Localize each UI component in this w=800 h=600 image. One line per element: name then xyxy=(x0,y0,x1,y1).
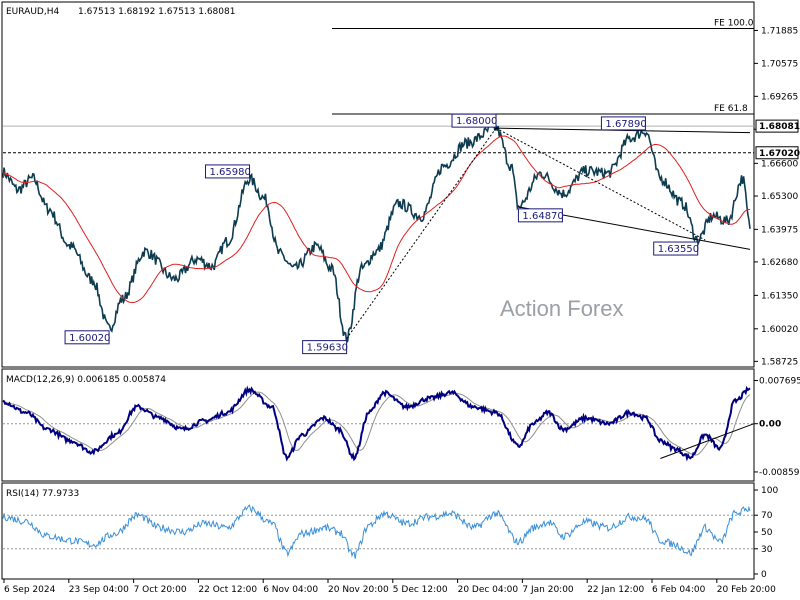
macd-signal-line xyxy=(2,391,751,456)
price-axis-label: 1.58725 xyxy=(761,357,798,367)
price-annotation: 1.63550 xyxy=(658,244,699,255)
price-annotation: 1.60020 xyxy=(69,333,110,344)
rsi-axis-label: 30 xyxy=(761,545,773,555)
series-layer xyxy=(2,121,755,559)
price-annotation: 1.68000 xyxy=(456,116,497,127)
price-annotation-box xyxy=(302,340,348,355)
time-axis-label: 5 Dec 12:00 xyxy=(393,585,448,595)
price-panel-frame xyxy=(1,1,755,368)
price-tag-box xyxy=(755,119,799,133)
price-annotation: 1.64870 xyxy=(522,211,563,222)
time-axis-label: 23 Sep 04:00 xyxy=(69,585,129,595)
header-symbol: EURAUD,H4 xyxy=(6,7,59,17)
price-annotation-box xyxy=(451,113,497,128)
price-annotation-box xyxy=(517,208,563,223)
price-annotation-box xyxy=(205,164,251,179)
rsi-panel-frame xyxy=(1,482,755,580)
price-annotation: 1.67890 xyxy=(605,119,646,130)
price-line xyxy=(2,121,751,345)
price-axis-label: 1.62680 xyxy=(761,258,798,268)
labels-layer: 1.718851.705751.692651.679551.666001.653… xyxy=(4,19,800,595)
rsi-line xyxy=(2,504,751,559)
header-ohlc: 1.67513 1.68192 1.67513 1.68081 xyxy=(78,7,235,17)
price-axis-label: 1.63975 xyxy=(761,225,798,235)
macd-title: MACD(12,26,9) 0.006185 0.005874 xyxy=(6,375,166,385)
rising-dotted-trendline xyxy=(346,127,497,339)
price-axis-label: 1.65300 xyxy=(761,192,798,202)
price-annotation-box xyxy=(64,330,110,345)
price-tag: 1.67020 xyxy=(759,149,800,159)
fibo-level-label: FE 100.0 xyxy=(714,19,754,29)
rsi-axis-label: 50 xyxy=(761,528,773,538)
rsi-title: RSI(14) 77.9733 xyxy=(6,489,79,499)
macd-axis-label: -0.008599 xyxy=(759,468,800,478)
watermark: Action Forex xyxy=(500,296,624,321)
time-axis-label: 22 Oct 12:00 xyxy=(198,585,257,595)
price-axis-label: 1.66600 xyxy=(761,159,798,169)
time-axis-label: 20 Dec 04:00 xyxy=(458,585,519,595)
price-axis-label: 1.60020 xyxy=(761,325,798,335)
time-axis-label: 6 Nov 04:00 xyxy=(263,585,318,595)
moving-average-line xyxy=(2,135,751,304)
macd-axis-label: 0.00 xyxy=(759,420,781,430)
rsi-axis-label: 0 xyxy=(761,570,767,580)
falling-dotted-trendline xyxy=(495,127,706,241)
price-tag-box xyxy=(755,146,799,160)
time-axis-label: 22 Jan 12:00 xyxy=(587,585,644,595)
macd-divergence-line xyxy=(660,423,755,459)
price-axis-label: 1.70575 xyxy=(761,59,798,69)
macd-panel-frame xyxy=(1,368,755,482)
grid-layer xyxy=(3,28,758,583)
time-axis-label: 6 Sep 2024 xyxy=(4,585,56,595)
price-annotation-box xyxy=(653,241,699,256)
rsi-axis-label: 100 xyxy=(761,486,778,496)
time-axis-label: 7 Oct 20:00 xyxy=(134,585,187,595)
time-axis-label: 20 Nov 20:00 xyxy=(328,585,389,595)
macd-axis-label: 0.007695 xyxy=(759,377,800,387)
price-tag: 1.68081 xyxy=(759,122,800,132)
rsi-axis-label: 70 xyxy=(761,511,773,521)
price-annotation-box xyxy=(600,116,646,131)
price-annotation: 1.65980 xyxy=(210,167,251,178)
price-annotation: 1.59630 xyxy=(307,343,348,354)
price-axis-label: 1.69265 xyxy=(761,92,798,102)
time-axis-label: 20 Feb 20:00 xyxy=(717,585,776,595)
fibo-level-label: FE 61.8 xyxy=(714,104,748,114)
price-axis-label: 1.71885 xyxy=(761,26,798,36)
macd-line xyxy=(2,385,751,462)
price-axis-label: 1.61350 xyxy=(761,291,798,301)
time-axis-label: 6 Feb 04:00 xyxy=(652,585,706,595)
time-axis-label: 7 Jan 20:00 xyxy=(522,585,574,595)
